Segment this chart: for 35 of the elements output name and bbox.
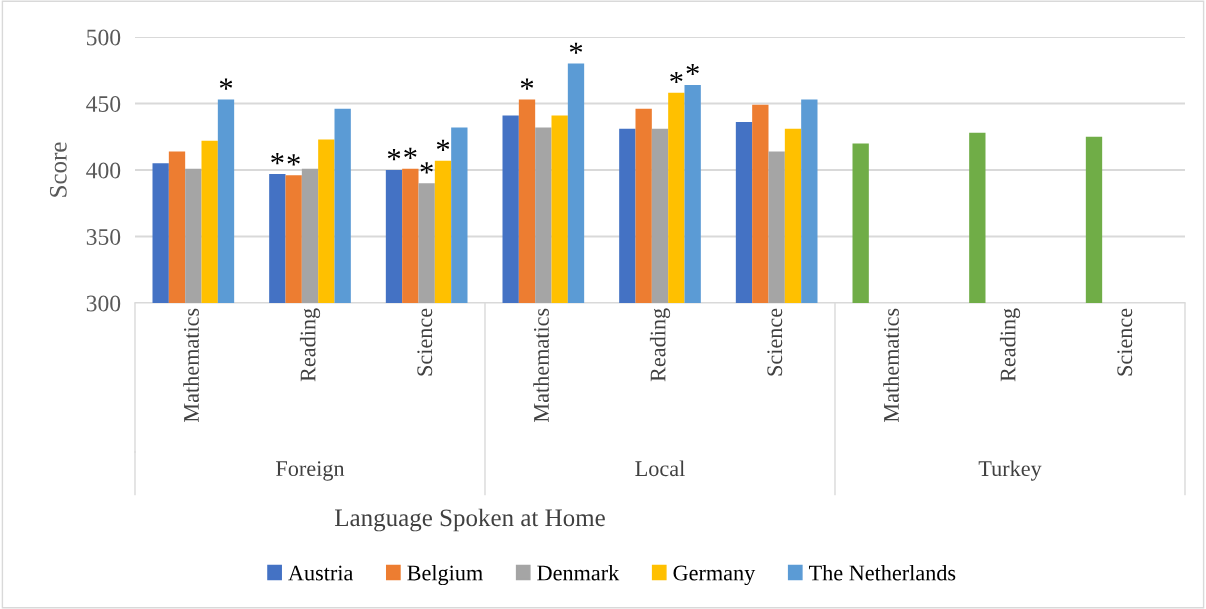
- y-tick-label: 300: [86, 295, 121, 312]
- data-label: *: [670, 71, 683, 84]
- x-tick-label: Science: [417, 308, 433, 376]
- y-tick-label: 500: [87, 29, 121, 46]
- text: Turkey: [978, 460, 1042, 481]
- legend-label: Denmark: [537, 564, 620, 581]
- x-tick-label: Reading: [999, 308, 1021, 382]
- y-tick-label: 450: [86, 95, 121, 112]
- x-tick-label: Reading: [649, 308, 671, 382]
- data-label: *: [686, 63, 699, 76]
- data-label: *: [436, 139, 450, 151]
- data-label: *: [287, 154, 300, 166]
- data-label: *: [520, 78, 534, 90]
- legend-label: The Netherlands: [809, 564, 956, 581]
- legend-label: Belgium: [407, 564, 483, 586]
- y-tick-label: 400: [86, 162, 121, 179]
- data-label: *: [219, 78, 233, 90]
- x-tick-label: Science: [767, 308, 783, 376]
- x-tick-label: Mathematics: [183, 308, 199, 423]
- x-tick-label: Mathematics: [533, 308, 549, 423]
- x-tick-label: Science: [1117, 308, 1133, 376]
- text: Foreign: [276, 461, 345, 481]
- x-tick-label: Mathematics: [883, 308, 899, 423]
- x-tick-label: Reading: [299, 308, 321, 382]
- data-label: *: [387, 149, 401, 161]
- y-tick-label: 350: [86, 228, 121, 245]
- data-label: *: [271, 153, 284, 165]
- data-label: *: [569, 42, 583, 54]
- legend-label: Austria: [288, 565, 354, 581]
- data-label: *: [404, 147, 417, 159]
- x-axis-title: Language Spoken at Home: [334, 508, 605, 532]
- data-label: *: [420, 162, 433, 174]
- text: Local: [635, 460, 685, 477]
- legend-label: Germany: [673, 565, 756, 586]
- y-axis-title: Score: [49, 142, 67, 197]
